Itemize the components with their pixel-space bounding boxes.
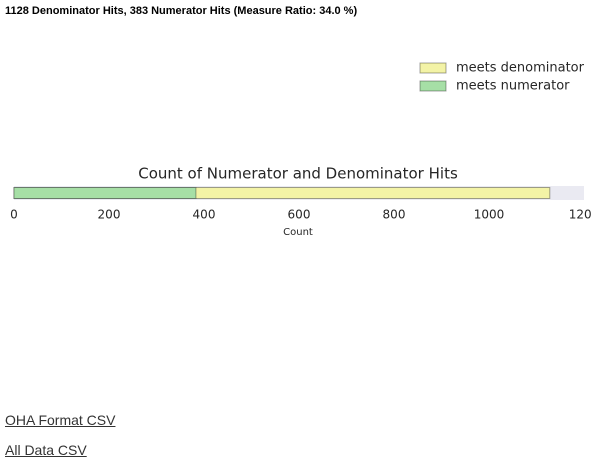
x-tick-label: 1200 xyxy=(569,208,591,222)
chart: Count of Numerator and Denominator Hits … xyxy=(10,61,591,239)
x-tick-label: 200 xyxy=(98,208,121,222)
x-tick-label: 0 xyxy=(10,208,18,222)
all-data-csv-link[interactable]: All Data CSV xyxy=(5,442,87,458)
legend-label: meets denominator xyxy=(456,61,585,76)
chart-title: Count of Numerator and Denominator Hits xyxy=(138,165,458,183)
x-tick-label: 800 xyxy=(383,208,406,222)
x-tick-label: 600 xyxy=(288,208,311,222)
legend-swatch xyxy=(419,62,447,74)
bar xyxy=(13,187,197,199)
x-tick-label: 1000 xyxy=(474,208,505,222)
summary-header: 1128 Denominator Hits, 383 Numerator Hit… xyxy=(5,5,358,17)
legend-label: meets numerator xyxy=(456,79,570,94)
oha-csv-link[interactable]: OHA Format CSV xyxy=(5,412,116,428)
x-tick-label: 400 xyxy=(193,208,216,222)
x-axis-label: Count xyxy=(283,227,313,238)
legend-swatch xyxy=(419,80,447,92)
